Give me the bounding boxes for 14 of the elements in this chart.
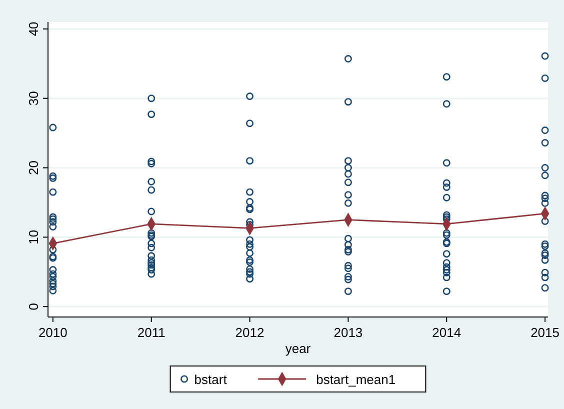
y-tick-label: 0 <box>26 302 41 310</box>
x-tick-label: 2015 <box>530 325 560 340</box>
x-tick-label: 2011 <box>137 325 166 340</box>
legend-label: bstart_mean1 <box>316 372 396 387</box>
y-tick-label: 40 <box>26 22 41 36</box>
x-tick-label: 2010 <box>38 325 68 340</box>
legend-label: bstart <box>194 372 228 387</box>
y-tick-label: 20 <box>26 160 41 175</box>
x-tick-label: 2013 <box>334 325 363 340</box>
x-tick-label: 2014 <box>432 325 462 340</box>
x-axis-title: year <box>285 341 312 356</box>
x-tick-label: 2012 <box>235 325 264 340</box>
y-tick-label: 10 <box>26 230 41 244</box>
y-tick-label: 30 <box>26 91 41 106</box>
